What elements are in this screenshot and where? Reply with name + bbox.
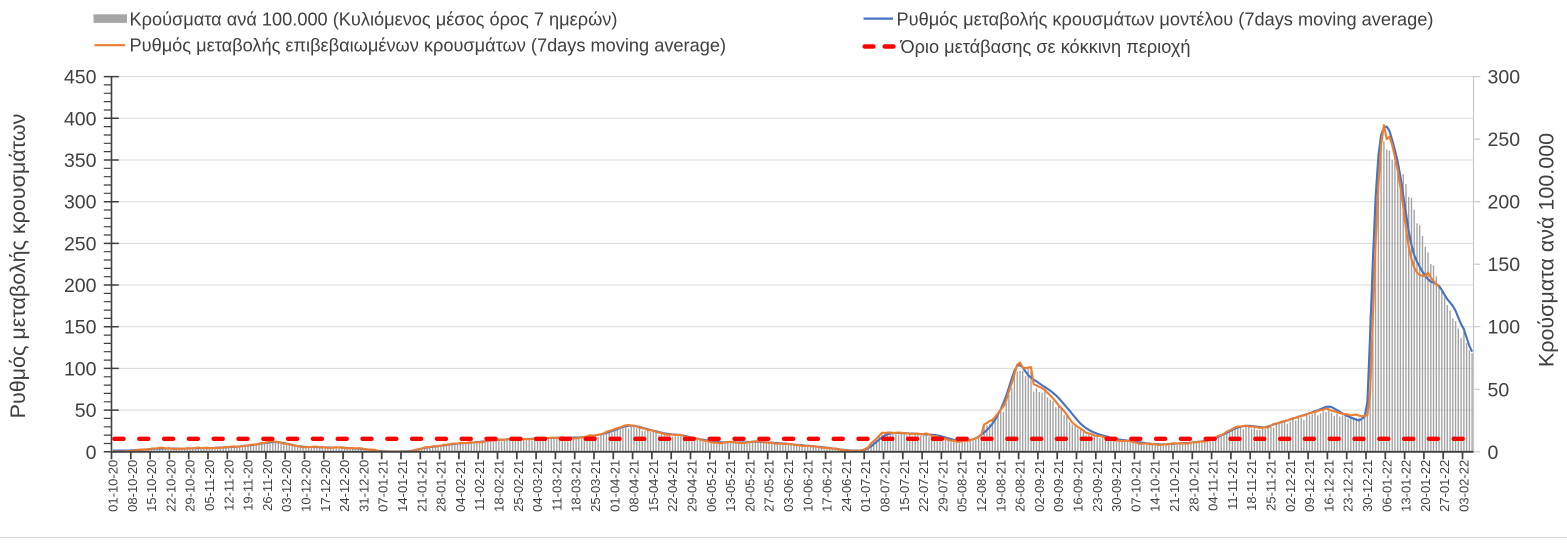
svg-text:24-12-20: 24-12-20 <box>337 460 352 512</box>
svg-text:04-02-21: 04-02-21 <box>453 460 468 512</box>
svg-text:31-12-20: 31-12-20 <box>356 460 371 512</box>
svg-text:27-01-22: 27-01-22 <box>1437 460 1452 512</box>
svg-text:18-03-21: 18-03-21 <box>569 460 584 512</box>
svg-text:15-04-21: 15-04-21 <box>646 460 661 512</box>
svg-text:Όριο μετάβασης σε κόκκινη περι: Όριο μετάβασης σε κόκκινη περιοχή <box>900 37 1191 57</box>
svg-text:29-04-21: 29-04-21 <box>685 460 700 512</box>
svg-text:250: 250 <box>64 233 97 255</box>
svg-text:03-12-20: 03-12-20 <box>279 460 294 512</box>
svg-text:Ρυθμός μεταβολής επιβεβαιωμένω: Ρυθμός μεταβολής επιβεβαιωμένων κρουσμάτ… <box>130 36 727 56</box>
svg-text:200: 200 <box>64 275 97 297</box>
svg-text:10-06-21: 10-06-21 <box>800 460 815 512</box>
svg-text:09-09-21: 09-09-21 <box>1051 460 1066 512</box>
svg-text:22-10-20: 22-10-20 <box>163 460 178 512</box>
svg-text:08-07-21: 08-07-21 <box>878 460 893 512</box>
svg-text:19-08-21: 19-08-21 <box>993 460 1008 512</box>
svg-text:21-01-21: 21-01-21 <box>414 460 429 512</box>
svg-text:14-10-21: 14-10-21 <box>1148 460 1163 512</box>
svg-text:11-02-21: 11-02-21 <box>472 460 487 511</box>
svg-text:50: 50 <box>1488 379 1510 401</box>
svg-text:05-11-20: 05-11-20 <box>202 460 217 511</box>
svg-text:11-03-21: 11-03-21 <box>549 460 564 511</box>
svg-text:15-07-21: 15-07-21 <box>897 460 912 512</box>
svg-text:19-11-20: 19-11-20 <box>241 460 256 511</box>
svg-text:0: 0 <box>86 442 97 464</box>
svg-text:02-12-21: 02-12-21 <box>1283 460 1298 512</box>
svg-text:08-10-20: 08-10-20 <box>125 460 140 512</box>
svg-text:09-12-21: 09-12-21 <box>1302 460 1317 512</box>
svg-text:200: 200 <box>1488 192 1521 214</box>
svg-text:05-08-21: 05-08-21 <box>955 460 970 512</box>
svg-text:13-05-21: 13-05-21 <box>723 460 738 512</box>
svg-text:16-12-21: 16-12-21 <box>1321 460 1336 512</box>
svg-text:16-09-21: 16-09-21 <box>1071 460 1086 512</box>
svg-text:22-07-21: 22-07-21 <box>916 460 931 512</box>
svg-text:0: 0 <box>1488 442 1499 464</box>
svg-text:02-09-21: 02-09-21 <box>1032 460 1047 512</box>
svg-text:100: 100 <box>1488 317 1521 339</box>
svg-text:18-11-21: 18-11-21 <box>1244 460 1259 511</box>
svg-text:25-02-21: 25-02-21 <box>511 460 526 512</box>
svg-text:12-08-21: 12-08-21 <box>974 460 989 512</box>
svg-text:Ρυθμός μεταβολής κρουσμάτων: Ρυθμός μεταβολής κρουσμάτων <box>6 114 30 419</box>
svg-text:04-11-21: 04-11-21 <box>1206 460 1221 511</box>
svg-text:06-01-22: 06-01-22 <box>1379 460 1394 512</box>
svg-text:13-01-22: 13-01-22 <box>1399 460 1414 512</box>
svg-text:15-10-20: 15-10-20 <box>144 460 159 512</box>
svg-text:17-12-20: 17-12-20 <box>318 460 333 512</box>
svg-text:150: 150 <box>64 317 97 339</box>
svg-text:04-03-21: 04-03-21 <box>530 460 545 512</box>
svg-text:20-01-22: 20-01-22 <box>1418 460 1433 512</box>
svg-text:Ρυθμός μεταβολής κρουσμάτων μο: Ρυθμός μεταβολής κρουσμάτων μοντέλου (7d… <box>897 9 1434 29</box>
svg-text:01-04-21: 01-04-21 <box>607 460 622 512</box>
svg-text:26-08-21: 26-08-21 <box>1013 460 1028 512</box>
svg-text:30-09-21: 30-09-21 <box>1109 460 1124 512</box>
svg-text:29-10-20: 29-10-20 <box>183 460 198 512</box>
svg-text:01-07-21: 01-07-21 <box>858 460 873 512</box>
svg-text:10-12-20: 10-12-20 <box>299 460 314 512</box>
svg-text:20-05-21: 20-05-21 <box>742 460 757 512</box>
svg-text:07-01-21: 07-01-21 <box>376 460 391 512</box>
svg-text:30-12-21: 30-12-21 <box>1360 460 1375 512</box>
svg-text:150: 150 <box>1488 254 1521 276</box>
svg-text:03-06-21: 03-06-21 <box>781 460 796 512</box>
svg-text:23-09-21: 23-09-21 <box>1090 460 1105 512</box>
svg-text:11-11-21: 11-11-21 <box>1225 460 1240 510</box>
svg-text:250: 250 <box>1488 129 1521 151</box>
svg-text:350: 350 <box>64 150 97 172</box>
svg-text:Κρούσματα ανά 100.000: Κρούσματα ανά 100.000 <box>1535 133 1559 367</box>
svg-text:25-11-21: 25-11-21 <box>1264 460 1279 511</box>
svg-text:28-01-21: 28-01-21 <box>434 460 449 512</box>
svg-text:06-05-21: 06-05-21 <box>704 460 719 512</box>
svg-text:25-03-21: 25-03-21 <box>588 460 603 512</box>
svg-text:300: 300 <box>1488 67 1521 89</box>
svg-text:50: 50 <box>75 400 97 422</box>
svg-text:03-02-22: 03-02-22 <box>1457 460 1472 512</box>
svg-text:24-06-21: 24-06-21 <box>839 460 854 512</box>
svg-text:300: 300 <box>64 192 97 214</box>
svg-text:21-10-21: 21-10-21 <box>1167 460 1182 512</box>
svg-text:01-10-20: 01-10-20 <box>106 460 121 512</box>
svg-text:23-12-21: 23-12-21 <box>1341 460 1356 512</box>
svg-text:29-07-21: 29-07-21 <box>935 460 950 512</box>
svg-text:17-06-21: 17-06-21 <box>820 460 835 512</box>
svg-text:18-02-21: 18-02-21 <box>492 460 507 512</box>
svg-text:450: 450 <box>64 67 97 89</box>
svg-text:Κρούσματα ανά 100.000 (Κυλιόμε: Κρούσματα ανά 100.000 (Κυλιόμενος μέσος … <box>130 9 618 29</box>
svg-text:14-01-21: 14-01-21 <box>395 460 410 512</box>
svg-text:27-05-21: 27-05-21 <box>762 460 777 512</box>
svg-text:08-04-21: 08-04-21 <box>627 460 642 512</box>
svg-text:22-04-21: 22-04-21 <box>665 460 680 512</box>
svg-text:400: 400 <box>64 108 97 130</box>
svg-text:12-11-20: 12-11-20 <box>221 460 236 511</box>
svg-text:26-11-20: 26-11-20 <box>260 460 275 511</box>
svg-text:100: 100 <box>64 358 97 380</box>
svg-text:28-10-21: 28-10-21 <box>1186 460 1201 512</box>
svg-text:07-10-21: 07-10-21 <box>1128 460 1143 512</box>
